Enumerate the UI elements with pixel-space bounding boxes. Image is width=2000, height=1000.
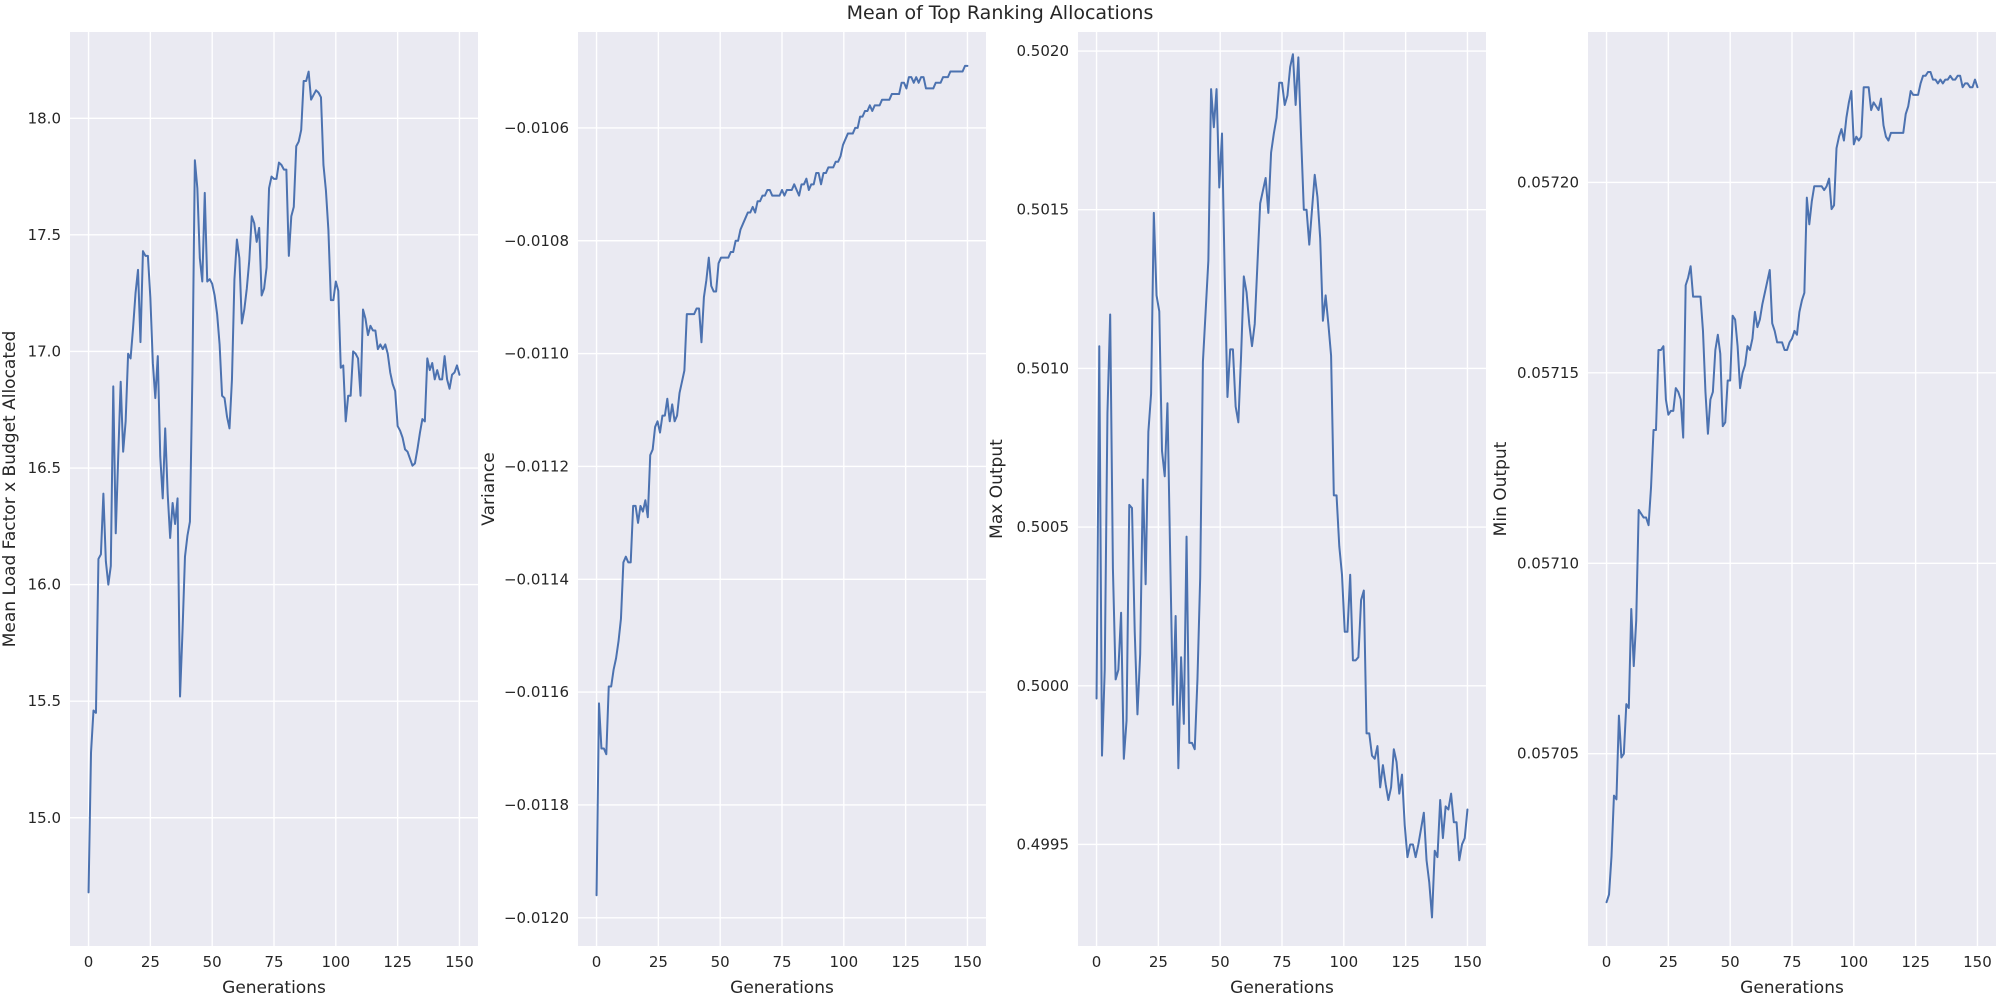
y-tick-label: −0.0106	[504, 119, 569, 137]
y-tick-label: 16.0	[28, 576, 61, 594]
y-tick-label: 0.5020	[1017, 42, 1070, 60]
y-axis-label: Min Output	[1491, 441, 1511, 536]
y-tick-label: 15.0	[28, 809, 61, 827]
x-tick-label: 75	[264, 953, 283, 971]
x-tick-label: 0	[1092, 953, 1102, 971]
x-tick-label: 25	[141, 953, 160, 971]
y-tick-label: 0.05715	[1517, 364, 1579, 382]
y-axis-label: Mean Load Factor x Budget Allocated	[0, 331, 20, 648]
subplot-4: 0 25 50 75 100 125 150 0.05705 0.05710 0.05715 0.0…	[1491, 32, 1996, 998]
x-tick-label: 100	[829, 953, 858, 971]
y-tick-label: −0.0110	[504, 345, 569, 363]
x-tick-label: 50	[203, 953, 222, 971]
x-tick-label: 125	[1391, 953, 1420, 971]
x-axis-label: Generations	[730, 978, 834, 998]
y-tick-label: 18.0	[28, 109, 61, 127]
x-tick-label: 75	[772, 953, 791, 971]
y-tick-label: 0.5015	[1017, 201, 1070, 219]
y-axis-label: Variance	[479, 452, 499, 525]
series-line-1	[595, 64, 969, 897]
y-tick-label: −0.0116	[504, 683, 569, 701]
subplot-1: 0 25 50 75 100 125 150 15.0 15.5 16.0 16.5 17.0 17.5…	[0, 32, 478, 998]
y-tick-label: 0.5010	[1017, 359, 1070, 377]
x-tick-label: 125	[891, 953, 920, 971]
x-tick-label: 25	[649, 953, 668, 971]
y-tick-label: 0.4995	[1017, 835, 1070, 853]
figure-title: Mean of Top Ranking Allocations	[847, 2, 1154, 24]
y-tick-label: 15.5	[28, 692, 61, 710]
series-line-1	[87, 70, 461, 894]
series-line-1	[1095, 53, 1469, 919]
x-axis-label: Generations	[1230, 978, 1334, 998]
y-tick-label: 17.0	[28, 342, 61, 360]
x-tick-label: 50	[1211, 953, 1230, 971]
subplot-3: 0 25 50 75 100 125 150 0.4995 0.5000 0.5005 0.5010…	[987, 32, 1486, 998]
y-tick-label: −0.0120	[504, 909, 569, 927]
series-line-1	[1605, 70, 1979, 904]
x-tick-label: 100	[1329, 953, 1358, 971]
x-axis-label: Generations	[1740, 978, 1844, 998]
x-tick-label: 150	[953, 953, 982, 971]
x-tick-label: 50	[711, 953, 730, 971]
y-tick-label: 0.05705	[1517, 745, 1579, 763]
x-tick-label: 150	[1963, 953, 1992, 971]
x-tick-label: 100	[321, 953, 350, 971]
x-tick-label: 0	[1602, 953, 1612, 971]
x-axis-label: Generations	[222, 978, 326, 998]
subplot-2: 0 25 50 75 100 125 150 −0.0120 −0.0118 −0.0116 −0.…	[479, 32, 986, 998]
x-tick-label: 125	[383, 953, 412, 971]
x-tick-label: 25	[1659, 953, 1678, 971]
x-tick-label: 0	[84, 953, 94, 971]
y-tick-label: −0.0112	[504, 457, 569, 475]
y-tick-label: 0.5000	[1017, 677, 1070, 695]
x-tick-label: 75	[1272, 953, 1291, 971]
subplot-grid: 0 25 50 75 100 125 150 15.0 15.5 16.0 16.5 17.0 17.5…	[0, 32, 1996, 998]
y-tick-label: −0.0118	[504, 796, 569, 814]
y-tick-label: 0.05710	[1517, 554, 1579, 572]
x-tick-label: 150	[445, 953, 474, 971]
x-tick-label: 25	[1149, 953, 1168, 971]
y-tick-label: 0.05720	[1517, 173, 1579, 191]
x-tick-label: 100	[1839, 953, 1868, 971]
x-tick-label: 150	[1453, 953, 1482, 971]
x-tick-label: 75	[1782, 953, 1801, 971]
y-tick-label: 16.5	[28, 459, 61, 477]
x-tick-label: 125	[1901, 953, 1930, 971]
y-axis-label: Max Output	[987, 439, 1007, 539]
x-tick-label: 50	[1721, 953, 1740, 971]
y-tick-label: 0.5005	[1017, 518, 1070, 536]
y-tick-label: −0.0108	[504, 232, 569, 250]
y-tick-label: 17.5	[28, 226, 61, 244]
x-tick-label: 0	[592, 953, 602, 971]
y-tick-label: −0.0114	[504, 570, 569, 588]
